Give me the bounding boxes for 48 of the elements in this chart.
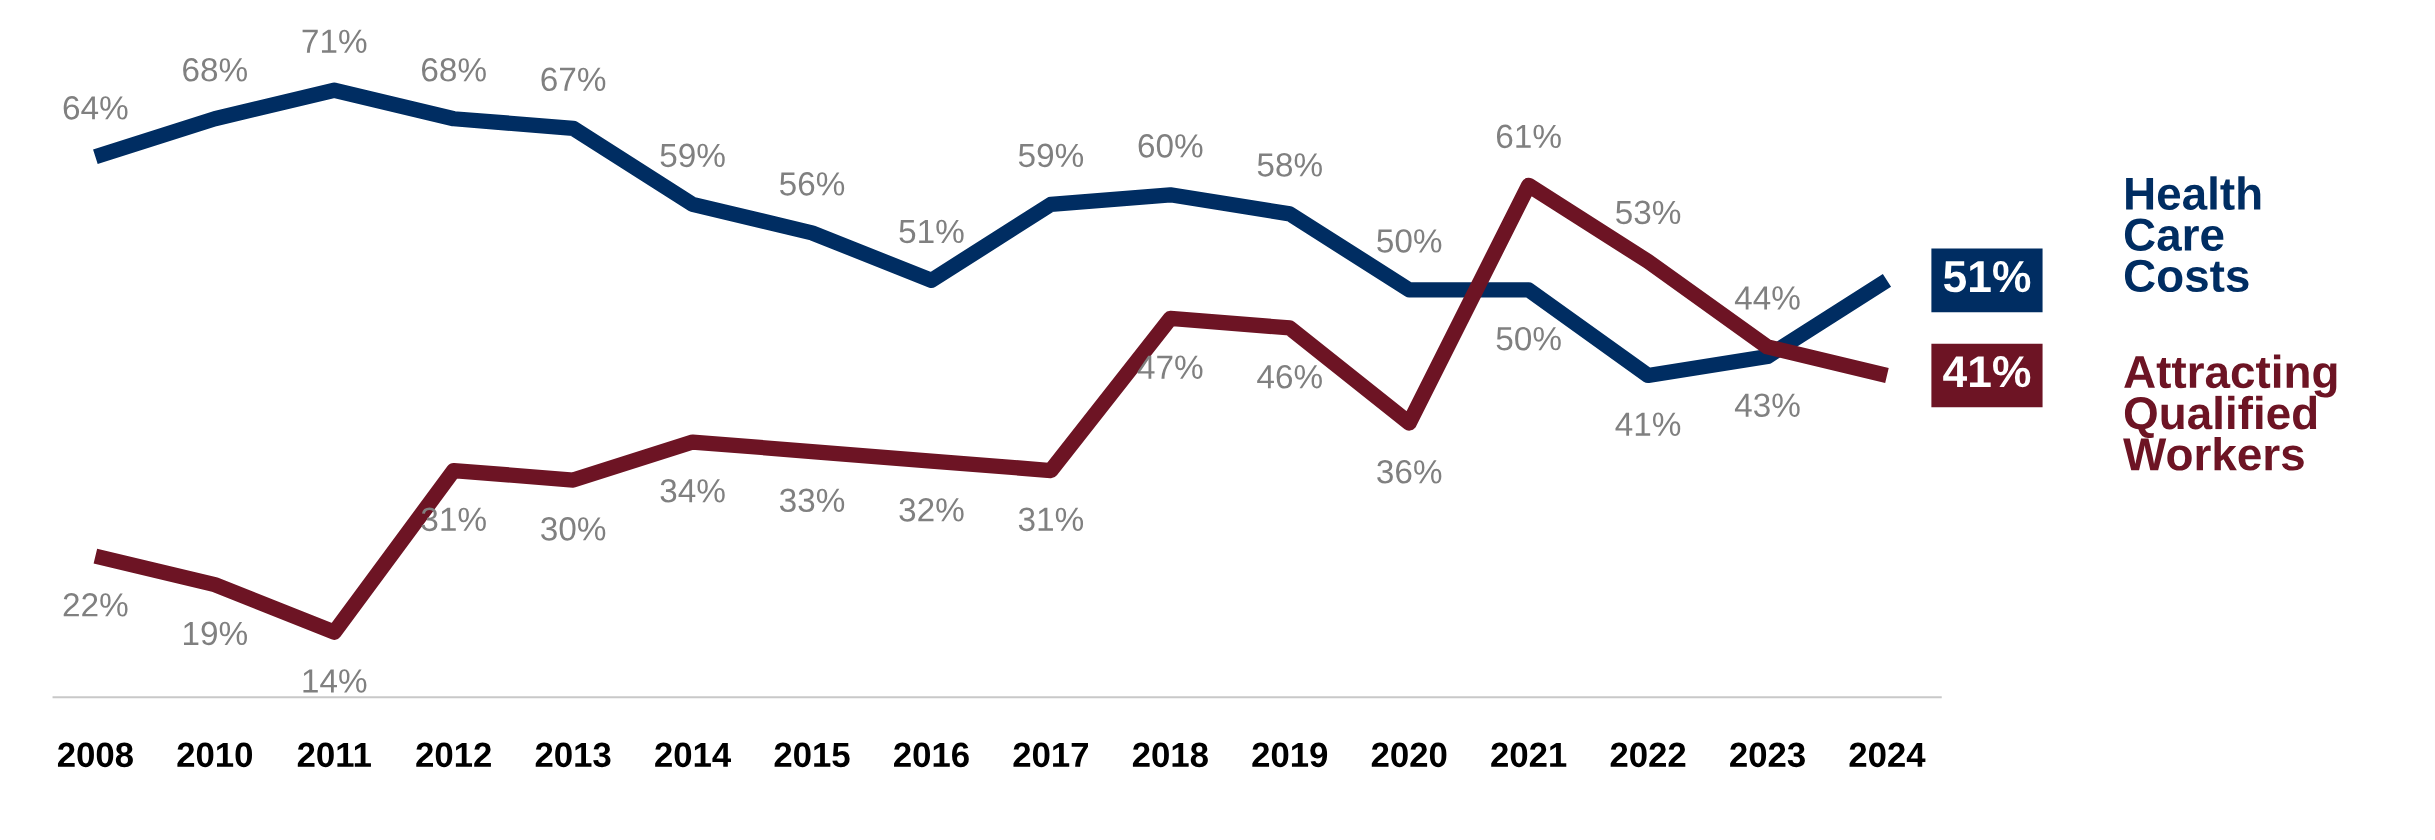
data-label: 56% — [779, 172, 845, 196]
data-label: 36% — [1377, 459, 1442, 484]
x-tick-label: 2011 — [297, 742, 371, 768]
data-label: 51% — [899, 219, 964, 244]
x-tick-label: 2021 — [1491, 742, 1567, 768]
x-tick-label: 2016 — [894, 742, 969, 768]
x-tick-label: 2012 — [416, 742, 491, 768]
x-tick-label: 2019 — [1252, 742, 1328, 768]
x-tick-label: 2010 — [177, 742, 253, 768]
x-tick-label: 2013 — [535, 742, 611, 768]
data-label: 32% — [899, 498, 964, 522]
data-label: 41% — [1943, 356, 2031, 388]
data-label: 14% — [303, 669, 367, 693]
data-label: 51% — [1943, 260, 2031, 293]
data-label: 59% — [1018, 143, 1084, 168]
x-tick-label: 2018 — [1132, 742, 1208, 768]
x-tick-label: 2024 — [1849, 742, 1926, 768]
data-label: 22% — [63, 593, 128, 617]
x-tick-label: 2023 — [1730, 742, 1805, 768]
x-tick-label: 2022 — [1610, 742, 1686, 768]
x-tick-label: 2020 — [1371, 742, 1447, 768]
data-label: 68% — [422, 58, 486, 82]
data-label: 19% — [184, 621, 247, 646]
legend-label: Attracting Qualified Workers — [2123, 354, 2337, 471]
data-label: 50% — [1496, 326, 1561, 351]
data-label: 67% — [541, 67, 606, 92]
x-tick-label: 2017 — [1013, 742, 1088, 768]
data-label: 46% — [1257, 364, 1322, 389]
data-label: 60% — [1138, 134, 1203, 158]
x-tick-label: 2014 — [655, 742, 731, 768]
data-label: 50% — [1377, 229, 1442, 253]
text: Health Care Costs — [2124, 176, 2261, 293]
data-label: 59% — [660, 143, 725, 168]
x-tick-label: 2015 — [774, 742, 850, 768]
data-label: 34% — [660, 479, 725, 503]
x-tick-label: 2008 — [57, 742, 133, 768]
data-label: 68% — [183, 58, 247, 82]
data-label: 30% — [541, 517, 606, 541]
data-label: 71% — [302, 29, 367, 53]
data-label: 41% — [1615, 412, 1681, 436]
data-label: 61% — [1496, 124, 1561, 149]
data-label: 64% — [63, 96, 128, 120]
data-label: 43% — [1734, 393, 1800, 418]
data-label: 44% — [1734, 286, 1800, 310]
data-label: 31% — [1018, 507, 1084, 532]
data-label: 33% — [779, 488, 845, 513]
data-label: 53% — [1616, 200, 1681, 225]
data-label: 58% — [1257, 153, 1322, 177]
